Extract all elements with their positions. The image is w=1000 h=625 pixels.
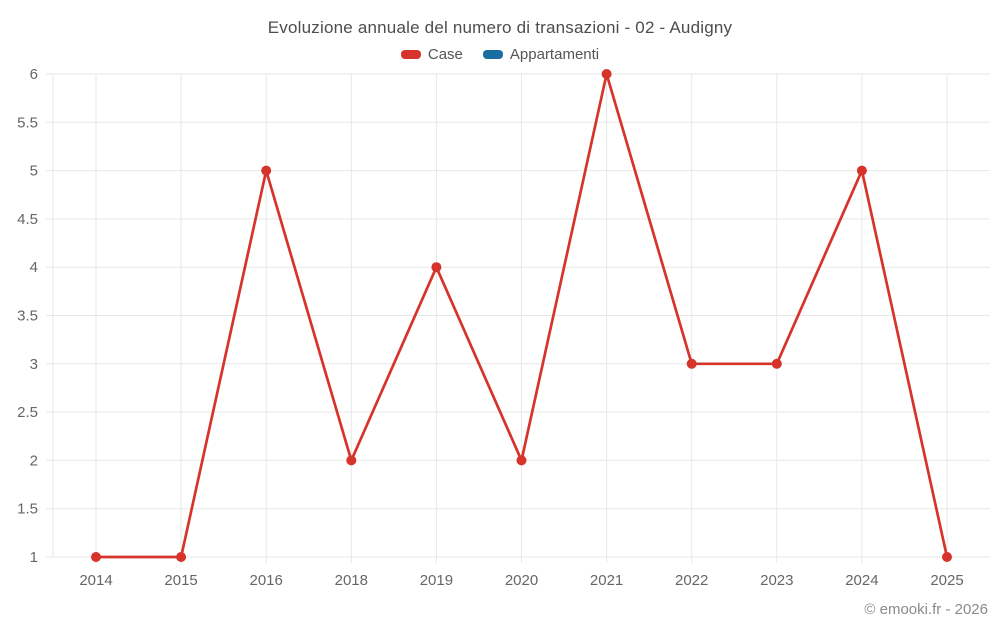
case-data-point[interactable] [431, 262, 442, 273]
appartamenti-legend-swatch-icon [482, 50, 503, 59]
y-axis-tick-label: 5 [30, 163, 38, 180]
y-axis-tick-label: 5.5 [17, 114, 38, 131]
y-axis-tick-label: 4.5 [17, 211, 38, 228]
y-axis-tick-label: 6 [30, 66, 38, 83]
legend-item-appartamenti[interactable]: Appartamenti [482, 46, 600, 63]
x-axis-tick-label: 2016 [250, 572, 283, 589]
x-axis-tick-label: 2018 [335, 572, 368, 589]
x-axis-tick-label: 2025 [930, 572, 963, 589]
y-axis-tick-label: 4 [30, 259, 38, 276]
y-axis-tick-label: 2 [30, 452, 38, 469]
y-axis-tick-label: 1.5 [17, 501, 38, 518]
copyright-footer: © emooki.fr - 2026 [864, 601, 988, 618]
x-axis-tick-label: 2014 [79, 572, 112, 589]
appartamenti-legend-label: Appartamenti [509, 46, 600, 63]
case-data-point[interactable] [516, 455, 527, 466]
case-legend-label: Case [427, 46, 463, 63]
case-data-point[interactable] [346, 455, 357, 466]
case-data-point[interactable] [601, 69, 612, 79]
y-axis-tick-label: 1 [30, 549, 38, 566]
case-data-point[interactable] [686, 358, 697, 369]
chart-header: Evoluzione annuale del numero di transaz… [0, 0, 1000, 63]
chart-title: Evoluzione annuale del numero di transaz… [267, 18, 733, 37]
x-axis-tick-label: 2015 [164, 572, 197, 589]
y-axis-tick-label: 3.5 [17, 308, 38, 325]
case-legend-swatch-icon [400, 50, 421, 59]
x-axis-tick-label: 2024 [845, 572, 878, 589]
legend-item-case[interactable]: Case [400, 46, 463, 63]
x-axis-tick-label: 2023 [760, 572, 793, 589]
case-data-point[interactable] [91, 552, 101, 562]
x-axis-tick-label: 2021 [590, 572, 623, 589]
case-data-point[interactable] [771, 358, 782, 369]
y-axis-tick-label: 2.5 [17, 404, 38, 421]
case-data-point[interactable] [856, 165, 867, 176]
case-data-point[interactable] [261, 165, 272, 176]
y-axis-tick-label: 3 [30, 356, 38, 373]
x-axis-tick-label: 2020 [505, 572, 538, 589]
case-data-point[interactable] [942, 552, 952, 562]
case-data-point[interactable] [176, 552, 187, 562]
x-axis-tick-label: 2022 [675, 572, 708, 589]
x-axis-tick-label: 2019 [420, 572, 453, 589]
legend: Case Appartamenti [0, 46, 1000, 63]
